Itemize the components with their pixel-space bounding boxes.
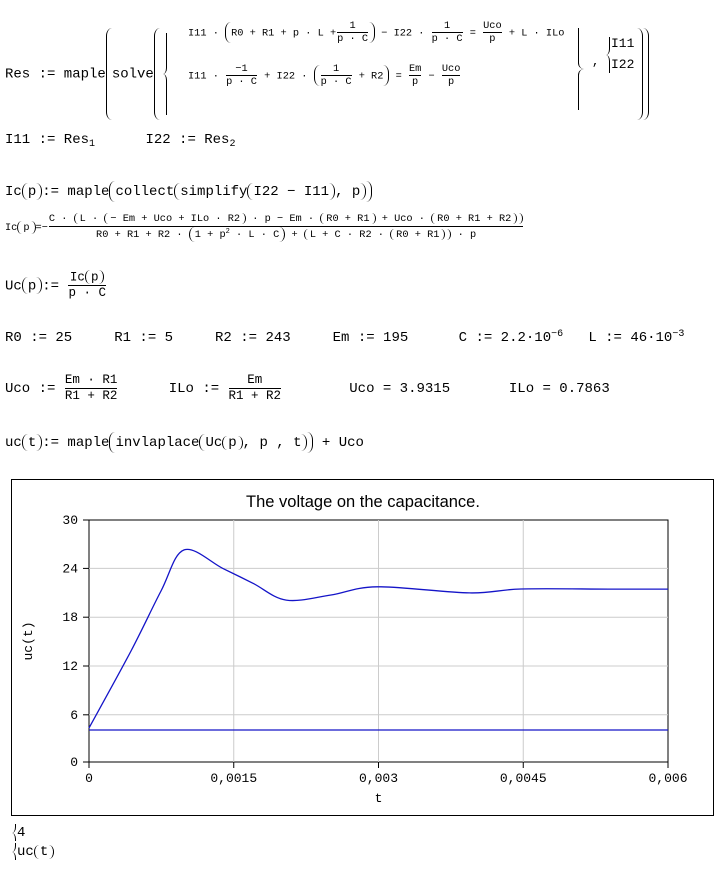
svg-text:0,0015: 0,0015 xyxy=(210,771,257,786)
svg-text:uc(t): uc(t) xyxy=(21,621,36,660)
svg-text:0,0045: 0,0045 xyxy=(500,771,547,786)
svg-text:12: 12 xyxy=(62,659,78,674)
svg-text:18: 18 xyxy=(62,610,78,625)
svg-text:0: 0 xyxy=(85,771,93,786)
svg-text:t: t xyxy=(375,791,383,806)
svg-text:0,003: 0,003 xyxy=(359,771,398,786)
svg-text:6: 6 xyxy=(70,708,78,723)
svg-text:0,006: 0,006 xyxy=(648,771,687,786)
svg-text:30: 30 xyxy=(62,513,78,528)
svg-text:0: 0 xyxy=(70,755,78,770)
svg-text:The voltage on the capacitance: The voltage on the capacitance. xyxy=(246,493,480,511)
svg-text:24: 24 xyxy=(62,561,78,576)
